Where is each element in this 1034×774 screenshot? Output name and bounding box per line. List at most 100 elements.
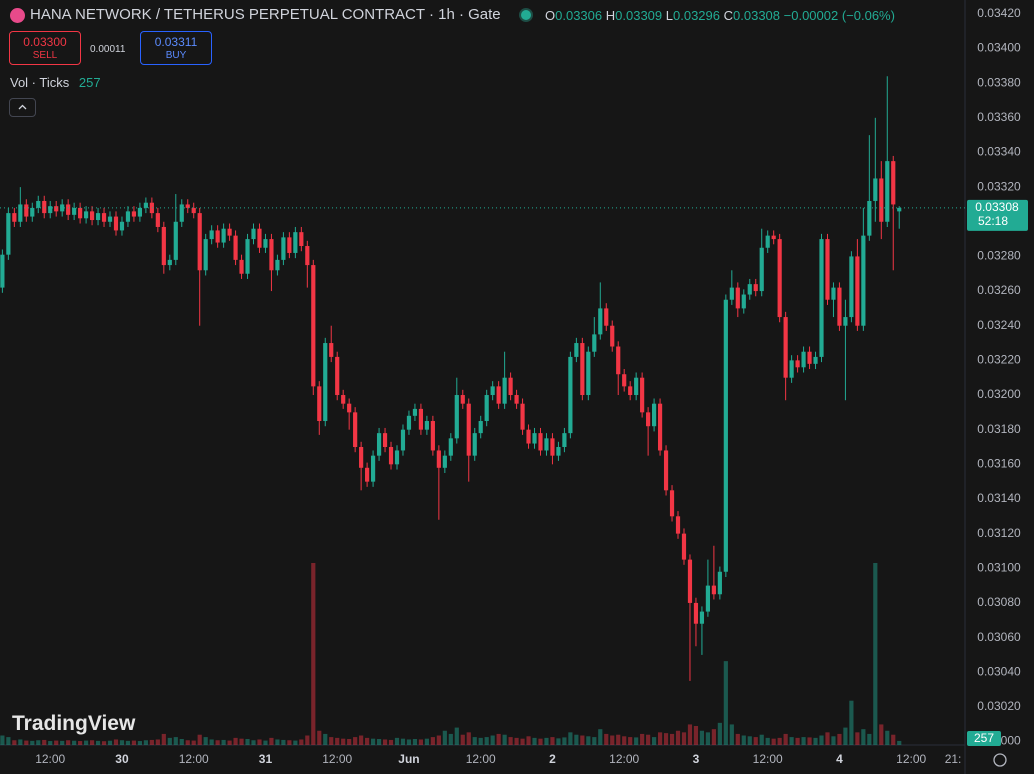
candle-body xyxy=(855,256,860,326)
volume-bar xyxy=(675,730,681,745)
volume-bar xyxy=(54,740,59,745)
volume-bar xyxy=(657,732,663,745)
candle-body xyxy=(448,438,453,456)
candle-body xyxy=(717,571,722,595)
volume-bar xyxy=(406,739,412,745)
candle-body xyxy=(550,438,555,456)
volume-bar xyxy=(460,734,465,745)
y-tick-label: 0.03320 xyxy=(977,179,1021,193)
candle-body xyxy=(592,334,597,352)
volume-bar xyxy=(622,736,627,745)
volume-bar xyxy=(586,736,591,745)
candle-body xyxy=(466,403,471,456)
volume-bar xyxy=(24,740,29,745)
x-tick-label: 12:00 xyxy=(179,752,209,766)
candle-body xyxy=(0,254,5,288)
candle-body xyxy=(400,429,406,451)
legend-change: −0.00002 (−0.06%) xyxy=(783,8,895,23)
volume-bar xyxy=(831,736,836,745)
volume-bar xyxy=(652,737,657,745)
volume-bar xyxy=(227,740,232,745)
volume-bar xyxy=(107,740,113,745)
volume-bar xyxy=(616,734,621,745)
volume-bar xyxy=(137,741,142,745)
volume-bar xyxy=(466,732,471,745)
volume-bar xyxy=(825,732,830,745)
buy-button[interactable]: 0.03311 BUY xyxy=(140,31,212,65)
candle-body xyxy=(442,455,447,468)
collapse-button[interactable] xyxy=(9,98,36,117)
candle-body xyxy=(879,178,884,222)
volume-bar xyxy=(167,737,172,745)
volume-bar xyxy=(95,740,101,745)
y-tick-label: 0.03020 xyxy=(977,699,1021,713)
volume-value-label: 257 xyxy=(974,731,994,745)
volume-bar xyxy=(251,740,256,745)
candle-body xyxy=(245,239,250,274)
candle-body xyxy=(353,412,358,447)
volume-bar xyxy=(729,724,734,745)
volume-bar xyxy=(191,740,196,745)
volume-bar xyxy=(155,739,160,745)
volume-bar xyxy=(897,740,902,745)
y-tick-label: 0.03160 xyxy=(977,456,1021,470)
candle-body xyxy=(281,237,286,260)
volume-bar xyxy=(317,730,322,745)
candle-body xyxy=(143,202,148,208)
volume-bar xyxy=(424,738,429,745)
candle-body xyxy=(215,230,220,243)
volume-bar xyxy=(669,733,675,745)
volume-bar xyxy=(197,734,202,745)
candle-body xyxy=(72,207,77,215)
volume-bar xyxy=(783,733,788,745)
candle-body xyxy=(323,343,328,422)
y-tick-label: 0.03420 xyxy=(977,6,1021,20)
x-tick-label: 12:00 xyxy=(753,752,783,766)
candle-body xyxy=(622,374,627,387)
settings-icon[interactable] xyxy=(993,753,1007,767)
candle-body xyxy=(795,360,800,368)
candle-body xyxy=(843,317,848,326)
volume-bar xyxy=(239,738,244,745)
sell-button[interactable]: 0.03300 SELL xyxy=(9,31,81,65)
volume-title: Vol · Ticks xyxy=(10,75,70,90)
legend-key: L xyxy=(665,8,673,23)
candle-body xyxy=(508,377,513,396)
candle-body xyxy=(502,377,507,404)
volume-bar xyxy=(341,738,346,745)
volume-bar xyxy=(209,739,214,745)
legend-key: O xyxy=(545,8,556,23)
buy-price: 0.03311 xyxy=(154,35,198,49)
candle-body xyxy=(825,239,830,300)
volume-bar xyxy=(562,737,567,745)
volume-bar xyxy=(873,563,878,745)
candle-body xyxy=(329,343,334,357)
candle-body xyxy=(179,204,184,222)
volume-bar xyxy=(843,727,848,745)
volume-bar xyxy=(813,737,818,745)
volume-bar xyxy=(867,733,872,745)
y-tick-label: 0.03180 xyxy=(977,422,1021,436)
volume-bar xyxy=(891,734,896,745)
volume-bar xyxy=(293,740,298,745)
candle-body xyxy=(12,213,17,222)
volume-bar xyxy=(849,700,854,745)
candle-body xyxy=(687,559,693,603)
last-price-label: 0.03308 xyxy=(975,200,1019,214)
candle-body xyxy=(634,377,639,396)
volume-bar xyxy=(508,737,513,745)
volume-bar xyxy=(323,733,328,745)
volume-legend: Vol · Ticks 257 xyxy=(10,75,101,90)
candle-body xyxy=(167,259,172,266)
volume-bar xyxy=(42,739,47,745)
candle-body xyxy=(78,207,83,219)
candle-body xyxy=(478,421,483,434)
volume-bar xyxy=(759,734,764,745)
candle-body xyxy=(753,284,758,292)
volume-bar xyxy=(580,735,585,745)
volume-bar xyxy=(628,737,633,745)
volume-bar xyxy=(610,735,615,745)
volume-bar xyxy=(771,738,776,745)
legend-key: H xyxy=(605,8,616,23)
legend-key: C xyxy=(723,8,734,23)
